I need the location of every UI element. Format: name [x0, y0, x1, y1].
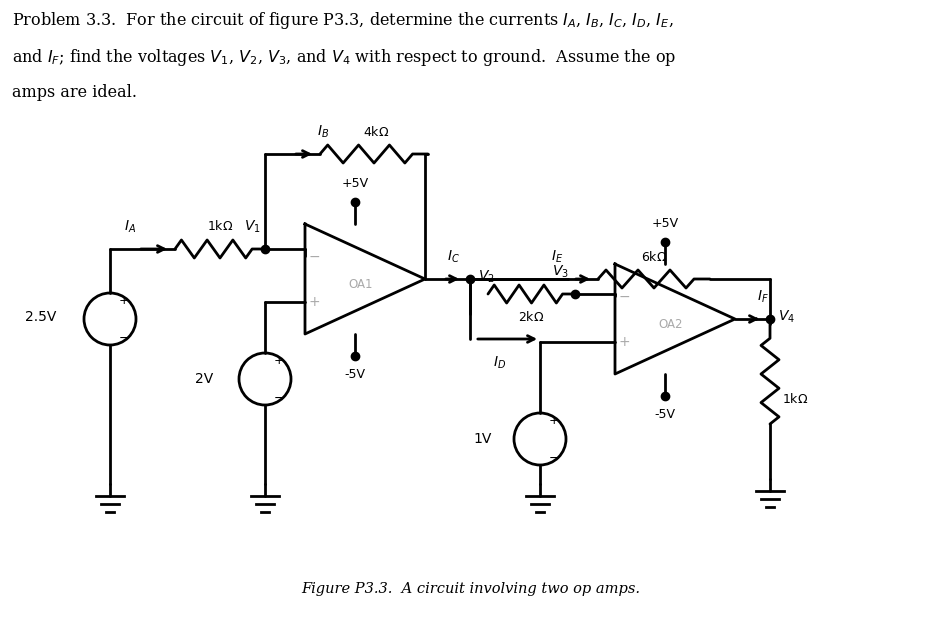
Text: 2k$\Omega$: 2k$\Omega$	[518, 310, 544, 324]
Text: OA1: OA1	[349, 278, 373, 292]
Text: $V_1$: $V_1$	[244, 219, 261, 235]
Text: $+$: $+$	[118, 295, 129, 307]
Text: $I_B$: $I_B$	[317, 124, 329, 140]
Text: $+$: $+$	[308, 295, 320, 309]
Text: and $I_F$; find the voltages $V_1$, $V_2$, $V_3$, and $V_4$ with respect to grou: and $I_F$; find the voltages $V_1$, $V_2…	[12, 47, 676, 68]
Text: OA2: OA2	[659, 318, 684, 332]
Text: amps are ideal.: amps are ideal.	[12, 84, 137, 101]
Text: $I_C$: $I_C$	[447, 249, 459, 265]
Text: -5V: -5V	[344, 368, 366, 381]
Text: 1k$\Omega$: 1k$\Omega$	[782, 392, 808, 406]
Text: $-$: $-$	[118, 330, 129, 344]
Text: $-$: $-$	[273, 391, 284, 403]
Text: $-$: $-$	[308, 249, 320, 263]
Text: $+$: $+$	[273, 354, 284, 368]
Text: $I_E$: $I_E$	[551, 249, 563, 265]
Text: 6k$\Omega$: 6k$\Omega$	[641, 250, 667, 264]
Text: 2V: 2V	[195, 372, 213, 386]
Text: 2.5V: 2.5V	[25, 310, 56, 324]
Text: $I_D$: $I_D$	[493, 355, 506, 372]
Text: $+$: $+$	[548, 415, 559, 427]
Text: $-$: $-$	[618, 289, 630, 303]
Text: +5V: +5V	[652, 217, 679, 230]
Text: -5V: -5V	[654, 408, 675, 421]
Text: Figure P3.3.  A circuit involving two op amps.: Figure P3.3. A circuit involving two op …	[302, 582, 640, 596]
Text: $I_A$: $I_A$	[124, 219, 136, 235]
Text: $V_4$: $V_4$	[778, 309, 795, 325]
Text: $V_2$: $V_2$	[478, 269, 495, 285]
Text: Problem 3.3.  For the circuit of figure P3.3, determine the currents $I_A$, $I_B: Problem 3.3. For the circuit of figure P…	[12, 10, 673, 31]
Text: $I_F$: $I_F$	[757, 288, 769, 305]
Text: $+$: $+$	[618, 335, 630, 349]
Text: $V_3$: $V_3$	[553, 264, 569, 280]
Text: 1V: 1V	[473, 432, 492, 446]
Text: 1k$\Omega$: 1k$\Omega$	[207, 219, 233, 233]
Text: $-$: $-$	[548, 451, 559, 463]
Text: 4k$\Omega$: 4k$\Omega$	[363, 125, 389, 139]
Text: +5V: +5V	[341, 177, 369, 190]
